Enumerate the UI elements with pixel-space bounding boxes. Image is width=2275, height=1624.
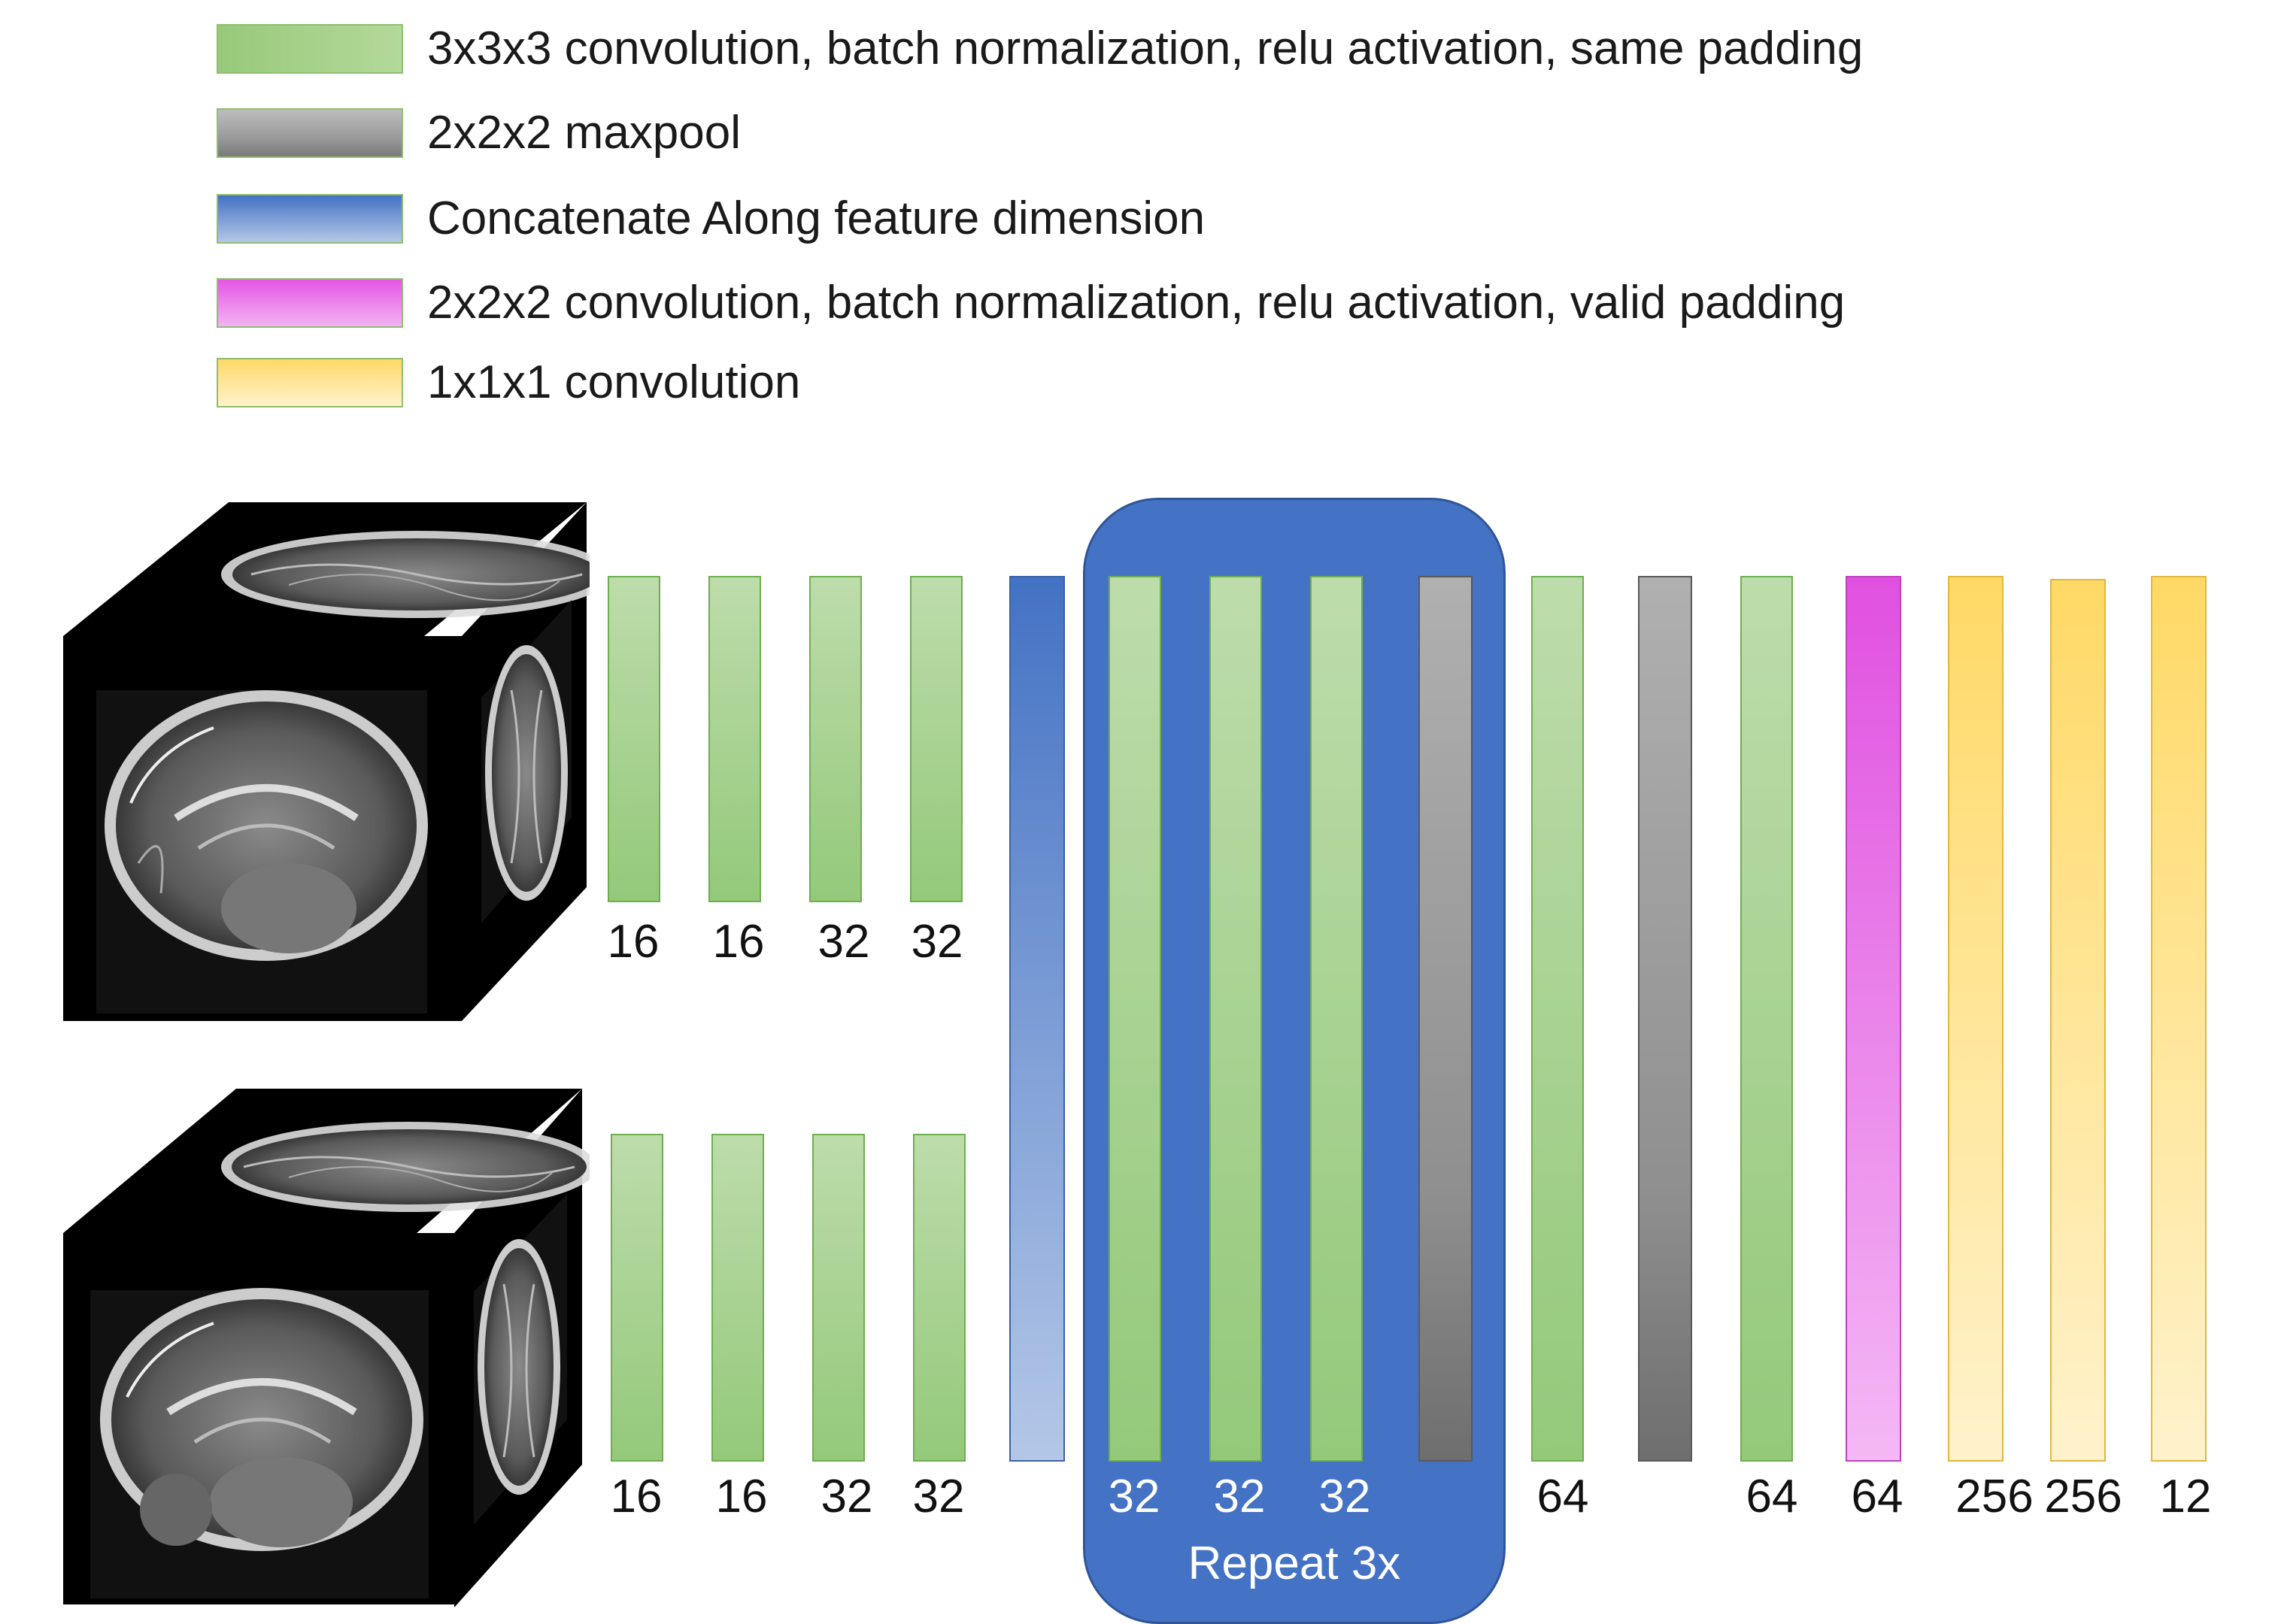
repeat-conv-bar-2 [1209,576,1262,1462]
tail-maxpool-bar [1638,576,1692,1462]
repeat-conv-bar-1 [1109,576,1161,1462]
repeat-channel-label: 32 [1303,1471,1386,1523]
top-conv-bar-1 [608,576,660,902]
mri-cube-bottom [63,1089,590,1615]
bottom-channel-label: 16 [700,1471,783,1523]
bottom-channel-label: 16 [595,1471,678,1523]
legend-swatch-gray [217,108,403,158]
legend-text: 1x1x1 convolution [427,358,800,408]
legend-swatch-yellow [217,358,403,408]
tail-channel-label: 256 [2042,1471,2125,1523]
top-channel-label: 16 [592,916,675,968]
tail-conv1-bar-1 [1948,576,2004,1462]
top-conv-bar-2 [708,576,761,902]
top-channel-label: 16 [697,916,780,968]
bottom-conv-bar-4 [913,1134,966,1462]
legend-text: 3x3x3 convolution, batch normalization, … [427,24,1863,74]
tail-channel-label: 64 [1731,1471,1813,1523]
tail-channel-label: 64 [1521,1471,1604,1523]
tail-conv2-bar [1846,576,1901,1462]
bottom-channel-label: 32 [897,1471,980,1523]
repeat-maxpool-bar [1418,576,1473,1462]
legend-text: Concatenate Along feature dimension [427,194,1205,244]
repeat-channel-label: 32 [1093,1471,1175,1523]
legend-swatch-green [217,24,403,74]
bottom-conv-bar-2 [711,1134,764,1462]
top-channel-label: 32 [896,916,978,968]
tail-conv1-bar-3 [2151,576,2207,1462]
top-conv-bar-4 [910,576,963,902]
bottom-conv-bar-3 [812,1134,865,1462]
tail-conv1-bar-2 [2050,579,2106,1462]
tail-conv-bar-1 [1531,576,1584,1462]
legend-swatch-blue [217,194,403,244]
tail-channel-label: 64 [1836,1471,1919,1523]
mri-cube-top [63,502,590,1029]
legend-swatch-pink [217,278,403,328]
concat-bar [1009,576,1065,1462]
legend-text: 2x2x2 maxpool [427,108,741,158]
tail-channel-label: 12 [2144,1471,2227,1523]
repeat-text: Repeat 3x [1083,1534,1506,1594]
legend-text: 2x2x2 convolution, batch normalization, … [427,278,1845,328]
top-conv-bar-3 [809,576,862,902]
tail-channel-label: 256 [1953,1471,2036,1523]
top-channel-label: 32 [802,916,885,968]
repeat-conv-bar-3 [1310,576,1363,1462]
bottom-channel-label: 32 [805,1471,888,1523]
bottom-conv-bar-1 [611,1134,663,1462]
repeat-channel-label: 32 [1198,1471,1281,1523]
tail-conv-bar-2 [1740,576,1793,1462]
